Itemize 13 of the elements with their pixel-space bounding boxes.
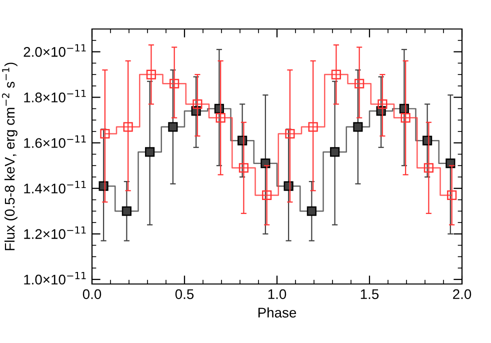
x-axis-title: Phase: [258, 307, 296, 318]
x-tick-label: 1.5: [360, 289, 379, 300]
y-tick-label: 1.8×10$^{−11}$: [24, 90, 86, 102]
x-tick-label: 0.5: [175, 289, 194, 300]
x-tick-label: 0.0: [82, 289, 102, 300]
y-tick-label: 2.0×10$^{−11}$: [24, 44, 86, 57]
y-tick-label: 1.2×10$^{−11}$: [24, 226, 86, 239]
y-tick-label: 1.0×10$^{−11}$: [24, 272, 86, 285]
y-axis-title: Flux (0.5-8 keV, erg cm$^{−2}$ s$^{−1}$): [2, 62, 18, 250]
y-tick-label: 1.4×10$^{−11}$: [24, 180, 86, 194]
x-tick-label: 1.0: [268, 289, 286, 300]
y-tick-label: 1.6×10$^{−11}$: [24, 135, 86, 148]
x-tick-label: 2.0: [453, 289, 472, 300]
